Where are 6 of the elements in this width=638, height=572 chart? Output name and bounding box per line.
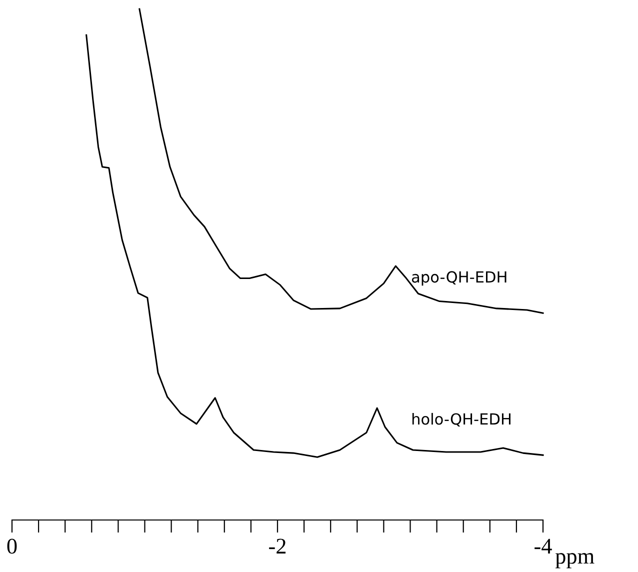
series-label: holo-QH-EDH [412, 412, 510, 427]
series-label: apo-QH-EDH [412, 271, 506, 286]
x-axis-title: ppm [555, 553, 594, 568]
x-tick-label: -4 [534, 538, 552, 554]
x-tick-label: 0 [7, 538, 17, 554]
x-tick-label: -2 [269, 538, 286, 554]
